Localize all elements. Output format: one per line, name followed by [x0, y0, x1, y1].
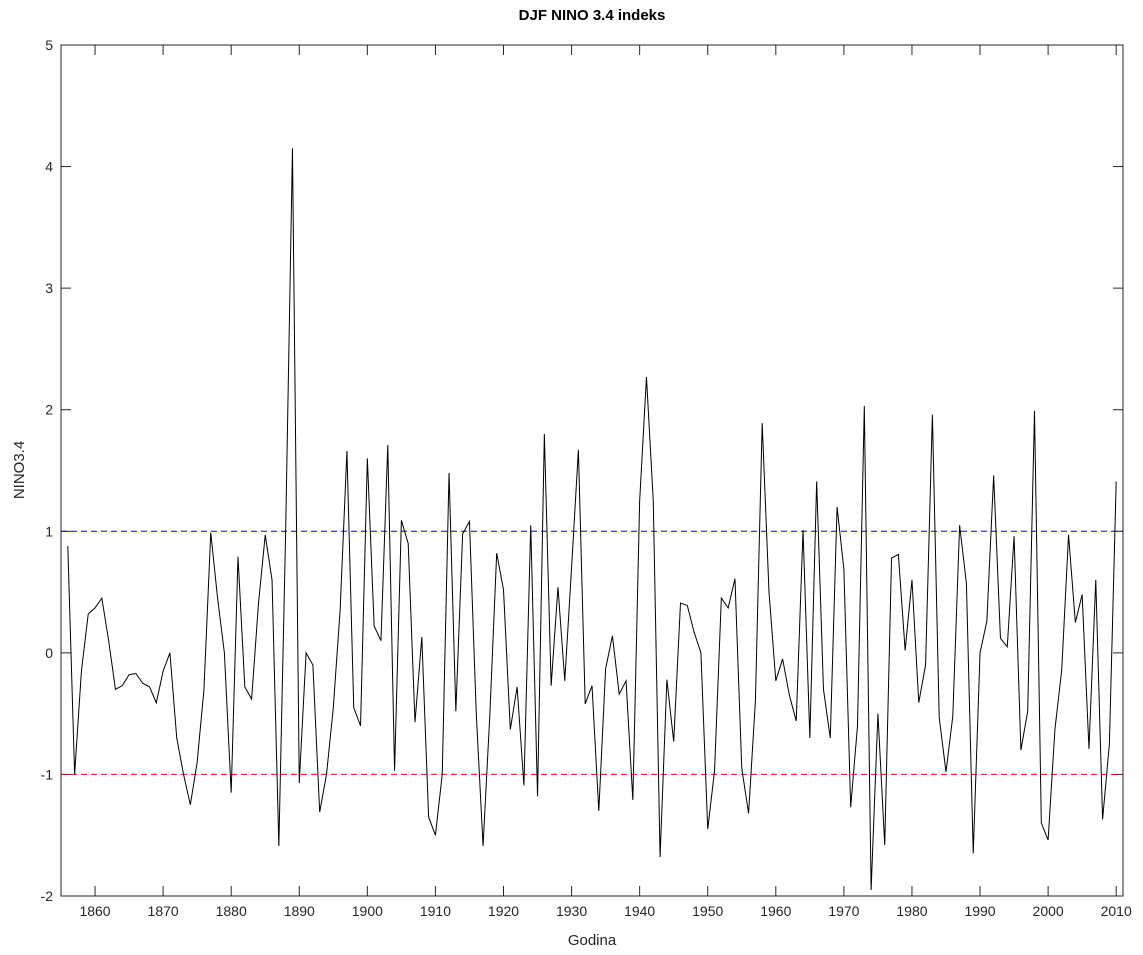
x-tick-label: 1890 [284, 903, 315, 919]
x-tick-label: 1920 [488, 903, 519, 919]
y-tick-label: 3 [45, 280, 53, 296]
x-tick-label: 1980 [896, 903, 927, 919]
x-tick-label: 1990 [964, 903, 995, 919]
y-tick-label: -1 [41, 766, 54, 782]
y-axis-label: NINO3.4 [11, 441, 28, 499]
plot-frame [60, 44, 1124, 897]
y-tick-label: 5 [45, 37, 53, 53]
x-tick-label: 1940 [624, 903, 655, 919]
x-tick-label: 1960 [760, 903, 791, 919]
y-tick-label: 4 [45, 159, 53, 175]
x-tick-label: 1930 [556, 903, 587, 919]
x-tick-label: 2010 [1101, 903, 1132, 919]
x-tick-label: 1910 [420, 903, 451, 919]
x-tick-label: 2000 [1033, 903, 1064, 919]
data-line [67, 148, 1117, 890]
x-tick-label: 1970 [828, 903, 859, 919]
y-tick-label: -2 [41, 888, 54, 904]
y-tick-label: 2 [45, 402, 53, 418]
chart-title: DJF NINO 3.4 indeks [519, 7, 666, 24]
x-axis-label: Godina [568, 932, 617, 949]
x-tick-label: 1870 [148, 903, 179, 919]
x-tick-label: 1900 [352, 903, 383, 919]
x-tick-label: 1880 [216, 903, 247, 919]
x-tick-label: 1950 [692, 903, 723, 919]
y-tick-label: 0 [45, 645, 53, 661]
y-tick-label: 1 [45, 523, 53, 539]
x-tick-label: 1860 [79, 903, 110, 919]
